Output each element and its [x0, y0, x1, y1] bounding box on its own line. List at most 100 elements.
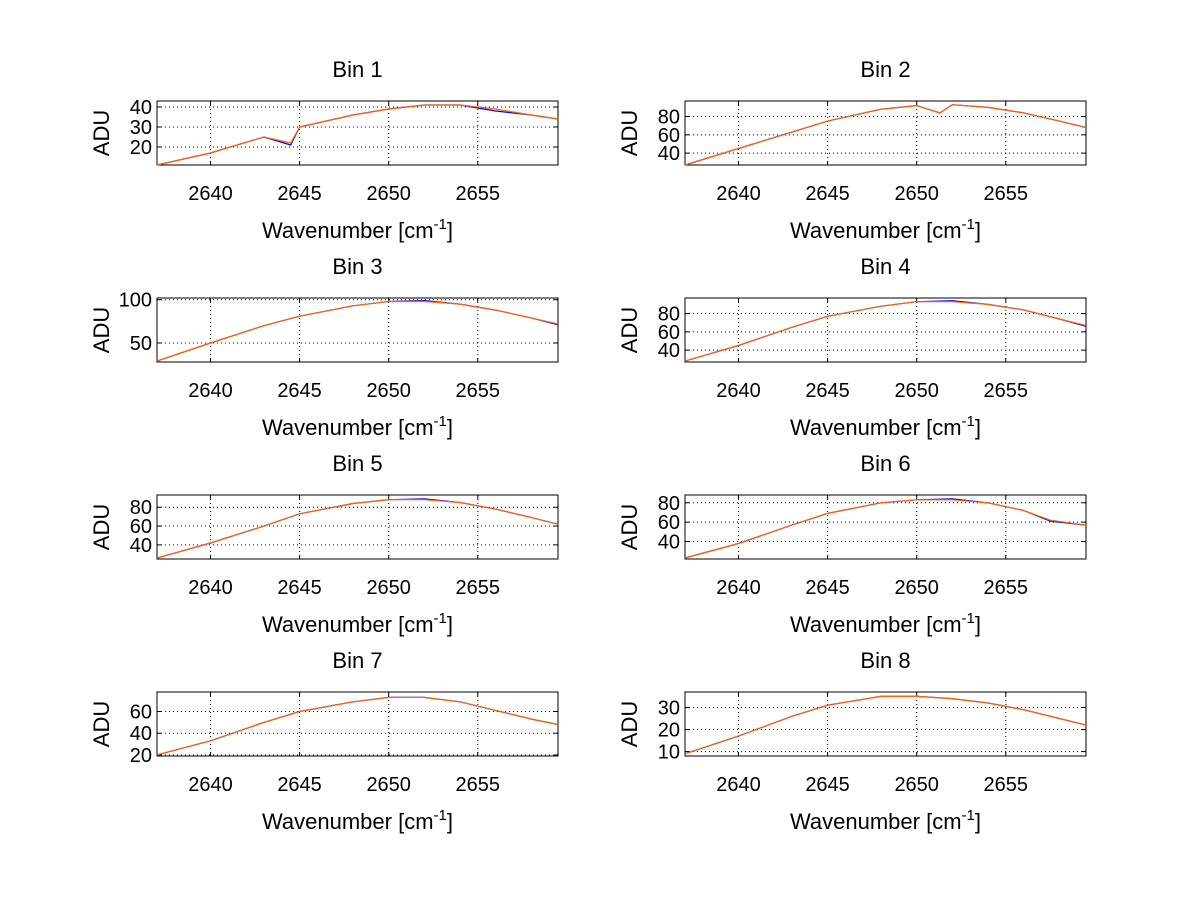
- x-tick-label: 2645: [277, 577, 322, 599]
- x-tick-label: 2655: [984, 183, 1029, 205]
- x-axis-label-superscript: -1: [434, 216, 447, 233]
- x-tick-label: 2640: [716, 183, 761, 205]
- x-tick-label: 2640: [188, 774, 233, 796]
- x-axis-label-text: Wavenumber [cm: [790, 415, 962, 440]
- x-axis-label-superscript: -1: [962, 413, 975, 430]
- x-axis-label: Wavenumber [cm-1]: [790, 610, 981, 637]
- x-tick-label: 2645: [805, 380, 850, 402]
- x-tick-label: 2645: [805, 577, 850, 599]
- x-axis-label-text: Wavenumber [cm: [790, 809, 962, 834]
- series-line-series-b: [156, 104, 559, 166]
- x-tick-label: 2640: [188, 183, 233, 205]
- x-tick-label: 2645: [277, 183, 322, 205]
- y-tick-label: 30: [130, 117, 152, 139]
- x-tick-label: 2650: [366, 183, 411, 205]
- x-axis-label-suffix: ]: [447, 809, 453, 834]
- x-axis-label: Wavenumber [cm-1]: [262, 216, 453, 243]
- y-tick-label: 80: [658, 107, 680, 129]
- subplot-3: 2640 2645 2650 2655 50 100 Bin 3 Wavenumber [cm…: [89, 254, 559, 440]
- axes-frame: [156, 494, 559, 560]
- x-tick-label: 2650: [894, 380, 939, 402]
- chart-title: Bin 2: [860, 57, 910, 82]
- x-axis-label-suffix: ]: [975, 809, 981, 834]
- y-axis-label: ADU: [617, 701, 642, 747]
- x-tick-label: 2645: [277, 774, 322, 796]
- y-tick-label: 80: [658, 304, 680, 326]
- x-tick-label: 2645: [805, 183, 850, 205]
- x-axis-label-superscript: -1: [434, 610, 447, 627]
- x-tick-label: 2655: [456, 380, 501, 402]
- x-axis-label-suffix: ]: [975, 218, 981, 243]
- x-tick-label: 2655: [456, 577, 501, 599]
- chart-title: Bin 6: [860, 451, 910, 476]
- y-tick-label: 60: [130, 516, 152, 538]
- y-tick-label: 20: [130, 745, 152, 767]
- y-tick-label: 20: [130, 137, 152, 159]
- x-tick-label: 2655: [456, 183, 501, 205]
- x-tick-label: 2650: [366, 380, 411, 402]
- y-tick-label: 60: [658, 322, 680, 344]
- x-axis-label-suffix: ]: [975, 612, 981, 637]
- axes-frame: [684, 297, 1087, 363]
- x-axis-label: Wavenumber [cm-1]: [262, 610, 453, 637]
- x-axis-label-superscript: -1: [962, 807, 975, 824]
- y-axis-label: ADU: [617, 504, 642, 550]
- chart-title: Bin 5: [332, 451, 382, 476]
- x-tick-label: 2655: [984, 577, 1029, 599]
- x-axis-label-text: Wavenumber [cm: [790, 218, 962, 243]
- series-line-series-b: [684, 695, 1087, 755]
- x-tick-label: 2650: [366, 577, 411, 599]
- x-tick-label: 2645: [805, 774, 850, 796]
- x-tick-label: 2640: [188, 577, 233, 599]
- x-axis-label-suffix: ]: [447, 612, 453, 637]
- axes-frame: [156, 297, 559, 363]
- x-axis-label-text: Wavenumber [cm: [262, 218, 434, 243]
- axes-frame: [684, 494, 1087, 560]
- x-tick-label: 2645: [277, 380, 322, 402]
- x-axis-label: Wavenumber [cm-1]: [790, 807, 981, 834]
- series-line-series-b: [684, 499, 1087, 559]
- chart-title: Bin 4: [860, 254, 910, 279]
- x-axis-label-text: Wavenumber [cm: [262, 415, 434, 440]
- y-tick-label: 10: [658, 742, 680, 764]
- x-axis-label-superscript: -1: [434, 807, 447, 824]
- x-tick-label: 2640: [716, 380, 761, 402]
- chart-title: Bin 8: [860, 648, 910, 673]
- y-tick-label: 40: [130, 97, 152, 119]
- y-tick-label: 20: [658, 720, 680, 742]
- series-line-series-b: [156, 696, 559, 756]
- x-axis-label: Wavenumber [cm-1]: [790, 216, 981, 243]
- axes-frame: [156, 691, 559, 757]
- x-axis-label-text: Wavenumber [cm: [262, 809, 434, 834]
- x-tick-label: 2650: [894, 774, 939, 796]
- y-tick-label: 100: [119, 290, 152, 312]
- axes-frame: [156, 100, 559, 166]
- x-axis-label-suffix: ]: [975, 415, 981, 440]
- x-axis-label-suffix: ]: [447, 415, 453, 440]
- x-tick-label: 2640: [716, 577, 761, 599]
- y-tick-label: 30: [658, 697, 680, 719]
- y-tick-label: 40: [658, 143, 680, 165]
- axes-frame: [684, 691, 1087, 757]
- series-line-series-b: [684, 301, 1087, 362]
- x-axis-label: Wavenumber [cm-1]: [262, 807, 453, 834]
- x-tick-label: 2655: [456, 774, 501, 796]
- x-axis-label-superscript: -1: [962, 610, 975, 627]
- x-axis-label-text: Wavenumber [cm: [262, 612, 434, 637]
- axes-frame: [684, 100, 1087, 166]
- y-tick-label: 40: [130, 535, 152, 557]
- x-tick-label: 2650: [894, 183, 939, 205]
- y-tick-label: 60: [130, 702, 152, 724]
- y-axis-label: ADU: [617, 307, 642, 353]
- y-tick-label: 40: [658, 532, 680, 554]
- y-tick-label: 80: [658, 493, 680, 515]
- y-tick-label: 50: [130, 333, 152, 355]
- chart-title: Bin 1: [332, 57, 382, 82]
